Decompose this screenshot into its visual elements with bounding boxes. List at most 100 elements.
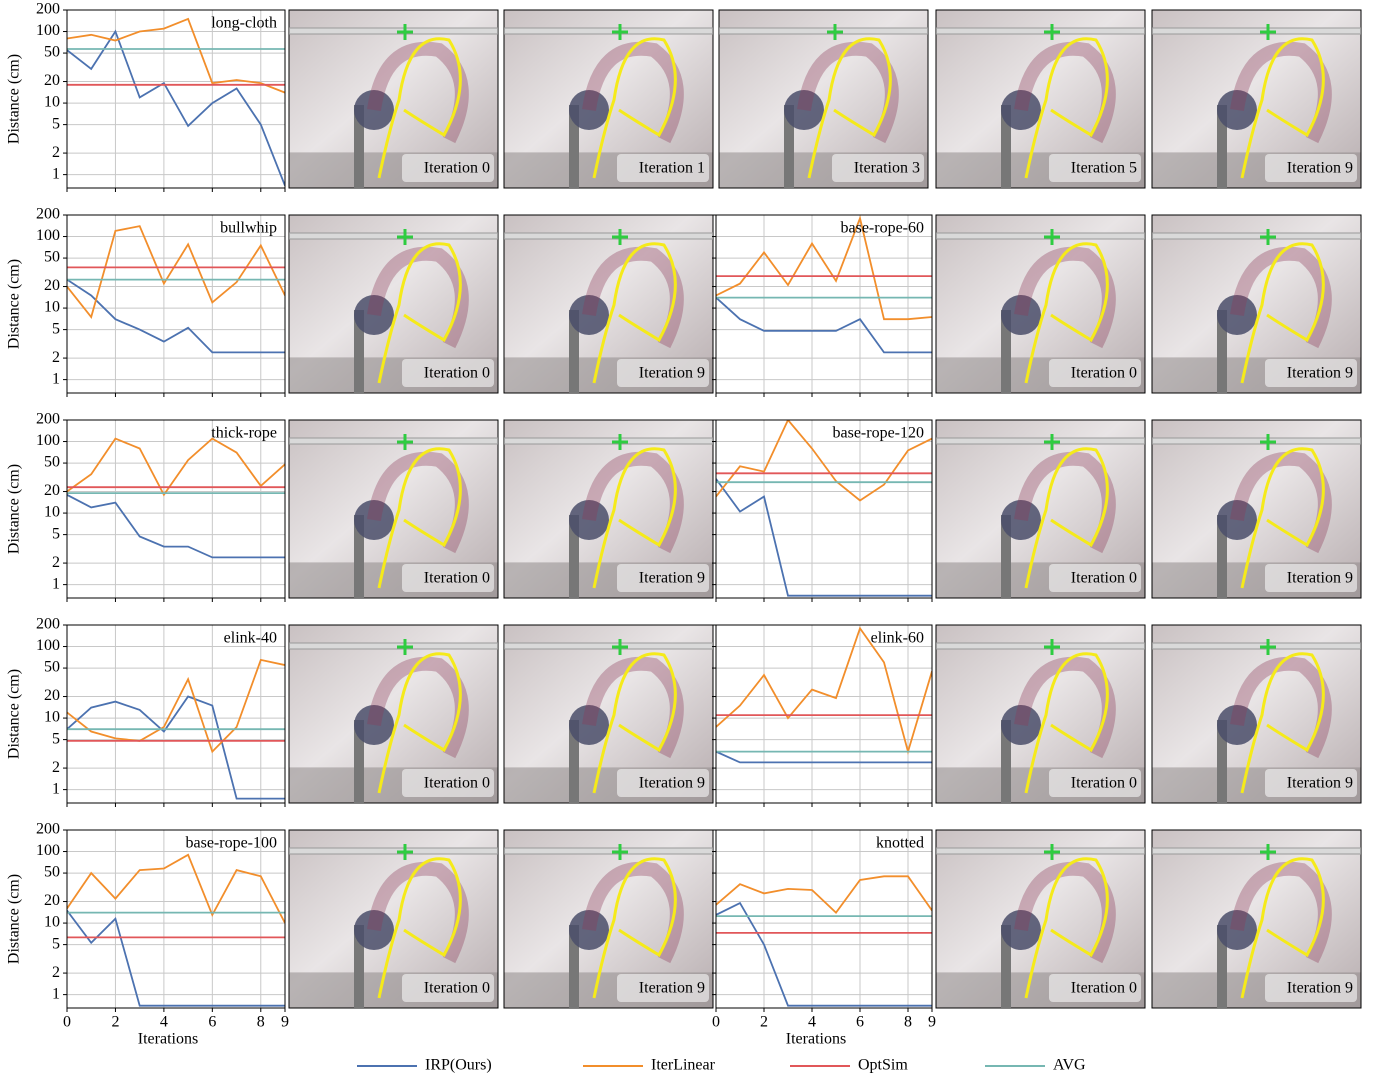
ceiling-light [504,27,713,35]
series-line [716,478,932,597]
target-cross [397,24,413,40]
x-axis-label: Iterations [138,1031,198,1048]
panel-label: Iteration 0 [424,775,490,792]
trajectory-fan [1014,656,1116,759]
trajectory-fan [367,861,469,964]
robot-stand [354,925,364,1008]
robot-wheel [354,295,394,335]
panel-label: Iteration 9 [1287,365,1353,382]
contour [592,447,677,589]
robot-wheel [1001,90,1041,130]
robot-wheel [569,910,609,950]
ceiling-light [289,642,498,650]
panel-label: Iteration 0 [1071,980,1137,997]
chart-title: long-cloth [211,15,277,32]
y-tick-label: 5 [52,115,60,132]
axes-frame [66,9,286,189]
contour [1024,652,1109,794]
contour [377,652,462,794]
target-cross [1260,229,1276,245]
plot-area [67,10,285,188]
label-box [617,154,709,182]
y-tick-label: 5 [52,730,60,747]
robot-stand [1001,720,1011,803]
legend-label: OptSim [858,1057,908,1074]
x-tick-label: 8 [257,1014,265,1031]
robot-wheel [569,705,609,745]
y-tick-label: 10 [44,94,60,111]
contour [1240,447,1325,589]
panel-label: Iteration 0 [424,570,490,587]
trajectory-fan [1230,861,1332,964]
trajectory-fan [582,861,684,964]
robot-wheel [1001,705,1041,745]
target-cross [1044,639,1060,655]
panel-label: Iteration 9 [1287,980,1353,997]
trajectory-fan [797,41,899,144]
plot-area [67,830,285,1008]
ceiling-light [1152,27,1361,35]
y-tick-label: 100 [36,227,60,244]
ceiling-light [289,847,498,855]
plot-area [67,215,285,393]
target-cross [827,24,843,40]
robot-stand [569,105,579,188]
robot-stand [784,105,794,188]
trajectory-fan [582,246,684,349]
label-box [1265,154,1357,182]
label-box [1049,769,1141,797]
trajectory-fan [582,656,684,759]
contour [592,37,677,179]
target-cross [1044,434,1060,450]
x-tick-label: 0 [712,1014,720,1031]
series-line [716,750,932,764]
ceiling-light [1152,642,1361,650]
y-tick-label: 20 [44,277,60,294]
target-cross [397,229,413,245]
panel-label: Iteration 9 [1287,775,1353,792]
y-tick-label: 20 [44,72,60,89]
panel-label: Iteration 0 [424,365,490,382]
ceiling-light [289,437,498,445]
x-axis-label: Iterations [786,1031,846,1048]
robot-stand [1217,925,1227,1008]
y-tick-label: 20 [44,687,60,704]
contour [592,652,677,794]
robot-stand [1001,310,1011,393]
robot-wheel [354,910,394,950]
robot-wheel [1001,910,1041,950]
axes-frame [66,624,286,804]
panel-label: Iteration 0 [1071,365,1137,382]
ceiling-light [719,27,928,35]
plot-area [716,830,932,1008]
label-box [1049,154,1141,182]
y-tick-label: 1 [52,780,60,797]
contour [1024,242,1109,384]
label-box [402,564,494,592]
plot-area [67,420,285,598]
ceiling-light [1152,847,1361,855]
robot-stand [1001,925,1011,1008]
series-line [67,437,285,497]
x-tick-label: 0 [63,1014,71,1031]
trajectory-fan [367,656,469,759]
trajectory-fan [367,246,469,349]
y-axis-label: Distance (cm) [6,259,23,349]
x-tick-label: 8 [904,1014,912,1031]
ceiling-light [504,642,713,650]
y-tick-label: 10 [44,914,60,931]
robot-wheel [784,90,824,130]
axes-frame [715,624,933,804]
legend-label: IterLinear [651,1057,716,1074]
panel-label: Iteration 0 [1071,775,1137,792]
target-cross [1260,434,1276,450]
series-line [67,225,285,319]
x-tick-label: 9 [281,1014,289,1031]
robot-wheel [1217,910,1257,950]
plot-area [716,420,932,598]
y-tick-label: 2 [52,349,60,366]
robot-wheel [569,295,609,335]
label-box [402,154,494,182]
series-line [716,901,932,1007]
